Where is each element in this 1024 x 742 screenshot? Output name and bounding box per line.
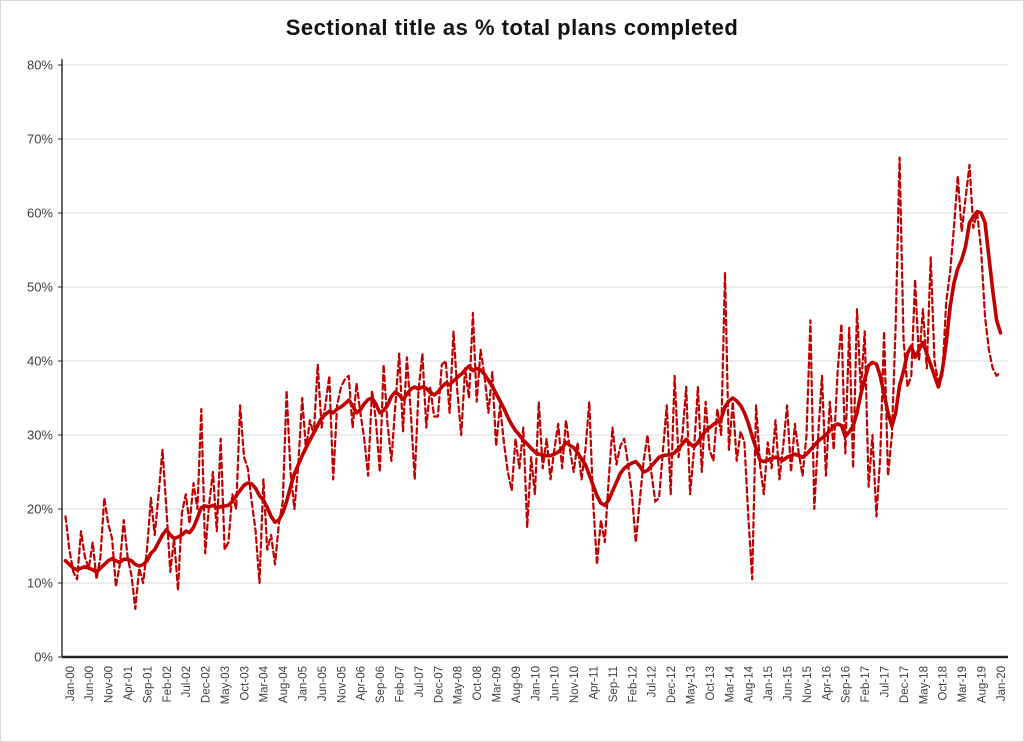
x-tick-label: Dec-02 [201,666,213,703]
x-tick-label: Jan-15 [763,666,775,701]
x-tick-label: Jan-00 [65,666,77,701]
x-tick-label: Nov-10 [569,666,581,703]
x-tick-label: Apr-01 [123,666,135,701]
monthly-series-line [64,156,1002,611]
y-tick-label: 50% [27,280,53,295]
x-tick-label: May-03 [220,666,232,704]
x-tick-label: Mar-09 [492,666,504,702]
x-tick-label: Feb-02 [162,666,174,702]
x-tick-label: Jun-15 [783,666,795,701]
x-tick-label: Oct-08 [472,666,484,701]
x-tick-label: Feb-12 [627,666,639,702]
x-tick-label: Sep-06 [375,666,387,703]
x-tick-label: Mar-14 [724,665,736,702]
x-tick-label: May-18 [918,666,930,704]
x-tick-label: Jan-20 [996,666,1008,701]
chart-title: Sectional title as % total plans complet… [285,15,739,40]
y-tick-label: 30% [27,428,53,443]
smoothed-trend-line [63,209,1003,574]
x-tick-label: Feb-17 [860,666,872,702]
x-tick-label: Dec-17 [899,666,911,703]
x-tick-label: May-08 [453,666,465,704]
x-tick-label: Dec-12 [666,666,678,703]
x-tick-label: Oct-03 [239,666,251,701]
x-tick-label: Dec-07 [433,666,445,703]
x-tick-label: Mar-04 [259,665,271,702]
x-tick-label: Apr-16 [821,666,833,701]
x-tick-label: Aug-19 [977,666,989,703]
y-tick-label: 20% [27,502,53,517]
x-tick-label: Aug-09 [511,666,523,703]
x-tick-label: Sep-11 [608,666,620,702]
y-tick-label: 0% [34,650,53,665]
y-tick-label: 10% [27,576,53,591]
x-tick-label: Jul-02 [181,666,193,697]
x-tick-label: Jun-10 [550,666,562,701]
x-tick-label: Aug-14 [744,665,756,703]
x-tick-label: Sep-01 [142,666,154,703]
x-tick-label: Oct-13 [705,666,717,701]
x-tick-label: Jul-07 [414,666,426,697]
x-tick-label: May-13 [686,666,698,704]
x-tick-label: Feb-07 [395,666,407,702]
x-tick-label: Jan-10 [530,666,542,701]
x-tick-label: Jul-17 [880,666,892,697]
x-tick-label: Nov-15 [802,666,814,703]
x-tick-label: Apr-06 [356,666,368,701]
x-tick-label: Nov-00 [104,666,116,703]
y-tick-label: 80% [27,58,53,73]
x-tick-label: Mar-19 [957,666,969,702]
x-tick-label: Oct-18 [938,666,950,701]
x-tick-label: Jan-05 [298,666,310,701]
x-tick-label: Jun-00 [84,666,96,701]
y-tick-label: 40% [27,354,53,369]
x-tick-label: Aug-04 [278,665,290,703]
y-tick-label: 70% [27,132,53,147]
x-tick-label: Sep-16 [841,666,853,703]
x-tick-label: Jun-05 [317,666,329,701]
x-tick-label: Jul-12 [647,666,659,697]
x-tick-label: Apr-11 [589,666,601,700]
x-tick-label: Nov-05 [336,666,348,703]
y-tick-label: 60% [27,206,53,221]
